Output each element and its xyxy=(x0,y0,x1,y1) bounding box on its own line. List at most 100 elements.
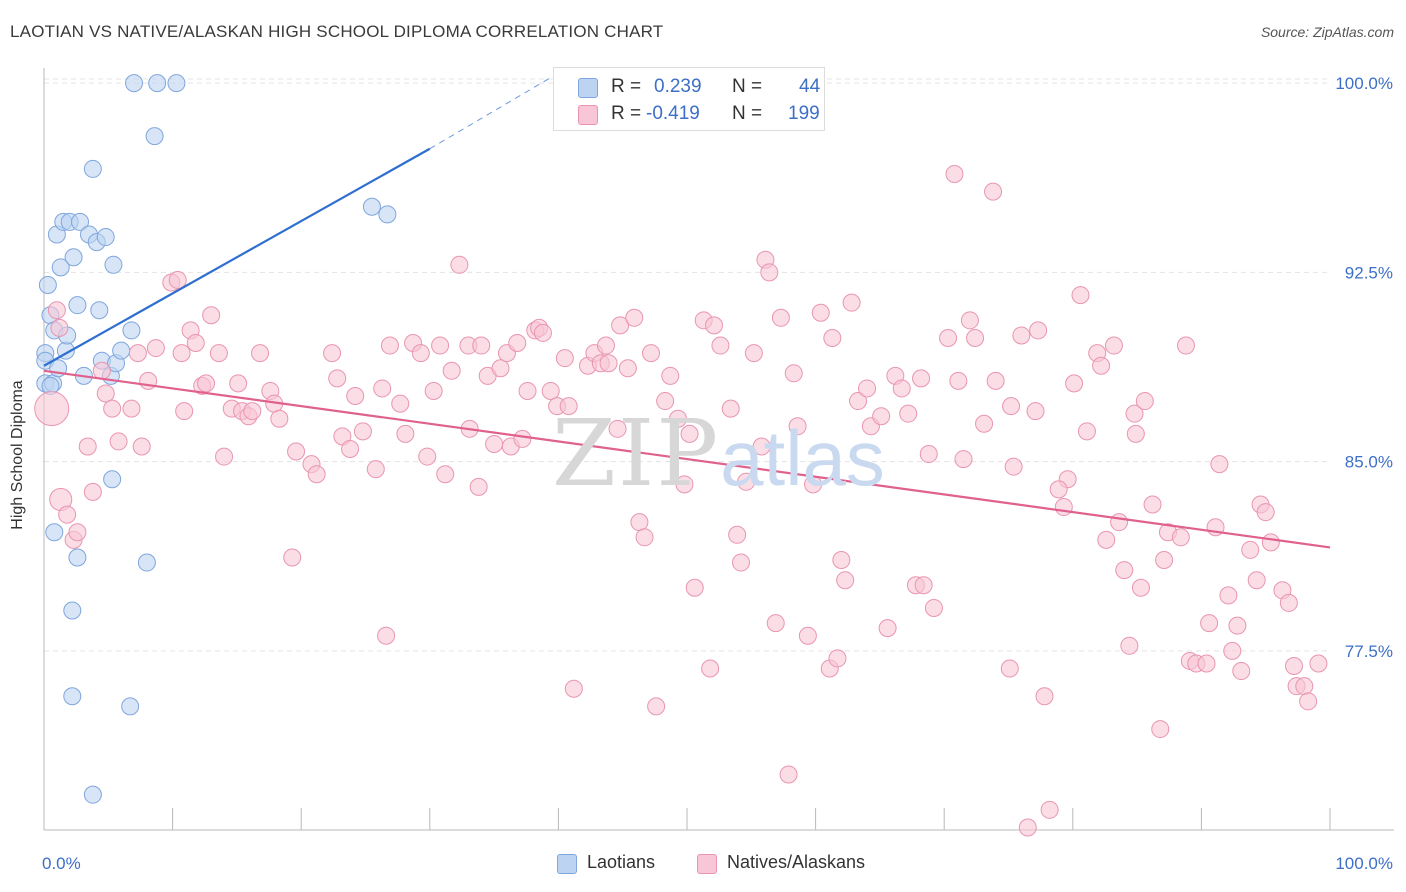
natives-point xyxy=(1197,654,1216,673)
natives-point xyxy=(1115,561,1134,580)
natives-point xyxy=(732,553,751,572)
natives-point xyxy=(647,697,666,716)
laotians-swatch xyxy=(578,78,598,98)
natives-point xyxy=(197,374,216,393)
x-tick-label: 100.0% xyxy=(1335,854,1393,873)
natives-point xyxy=(1012,326,1031,345)
natives-point xyxy=(229,374,248,393)
natives-point xyxy=(872,407,891,426)
bottom-laotians-swatch xyxy=(557,854,577,874)
natives-point xyxy=(685,578,704,597)
laotians-trend-line xyxy=(43,147,431,367)
natives-point xyxy=(109,432,128,451)
natives-point xyxy=(485,434,504,453)
natives-point xyxy=(919,445,938,464)
laotians-point xyxy=(38,275,57,294)
natives-point xyxy=(380,336,399,355)
natives-point xyxy=(1126,424,1145,443)
natives-point xyxy=(924,598,943,617)
laotians-point xyxy=(51,258,70,277)
natives-point xyxy=(744,344,763,363)
natives-trend-line xyxy=(43,369,1331,549)
natives-point xyxy=(784,364,803,383)
laotians-point xyxy=(63,601,82,620)
gridlines xyxy=(44,78,1330,652)
natives-point xyxy=(914,576,933,595)
tick-labels: 100.0% 92.5% 85.0% 77.5% 0.0% 100.0% xyxy=(42,74,1393,873)
natives-point xyxy=(1241,540,1260,559)
natives-point xyxy=(1309,654,1328,673)
natives-point xyxy=(1035,687,1054,706)
natives-point xyxy=(541,381,560,400)
natives-point xyxy=(1155,551,1174,570)
natives-point xyxy=(175,402,194,421)
natives-point xyxy=(599,354,618,373)
natives-point xyxy=(630,513,649,532)
natives-point xyxy=(424,381,443,400)
natives-point xyxy=(270,409,289,428)
laotians-point xyxy=(125,74,144,93)
natives-point xyxy=(396,424,415,443)
natives-point xyxy=(78,437,97,456)
laotians-point xyxy=(167,74,186,93)
natives-point xyxy=(172,344,191,363)
laotians-n-label: N = xyxy=(732,76,763,97)
natives-point xyxy=(243,402,262,421)
natives-point xyxy=(975,414,994,433)
natives-point xyxy=(341,440,360,458)
natives-point xyxy=(1000,659,1019,678)
natives-point xyxy=(491,359,510,378)
natives-point xyxy=(752,437,771,456)
natives-point xyxy=(721,399,740,418)
natives-point xyxy=(47,301,66,320)
natives-point xyxy=(618,359,637,378)
natives-point xyxy=(307,465,326,484)
natives-point xyxy=(811,303,830,322)
laotians-point xyxy=(45,523,64,542)
natives-point xyxy=(209,344,228,363)
natives-point xyxy=(1200,614,1219,633)
natives-point xyxy=(912,369,931,388)
natives-point xyxy=(103,399,122,418)
natives-point xyxy=(1256,503,1275,522)
natives-point xyxy=(1004,457,1023,476)
bottom-natives-swatch xyxy=(697,854,717,874)
natives-point xyxy=(202,306,221,325)
natives-point xyxy=(960,311,979,330)
correlation-legend: R = 0.239 N = 44 R = -0.419 N = 199 xyxy=(553,67,825,131)
natives-r-label: R = xyxy=(611,103,642,124)
watermark-atlas: atlas xyxy=(720,414,885,502)
natives-point xyxy=(122,399,141,418)
natives-n-value: 199 xyxy=(788,103,820,124)
bottom-natives-label: Natives/Alaskans xyxy=(727,852,866,872)
natives-point xyxy=(832,551,851,570)
natives-point xyxy=(366,460,385,479)
chart-title: LAOTIAN VS NATIVE/ALASKAN HIGH SCHOOL DI… xyxy=(10,22,664,41)
natives-point xyxy=(836,571,855,590)
natives-point xyxy=(132,437,151,456)
trend-lines xyxy=(43,72,1331,549)
natives-point xyxy=(1151,720,1170,739)
watermark: ZIPatlas xyxy=(552,400,885,507)
laotians-point xyxy=(378,205,397,224)
natives-point xyxy=(1299,692,1318,711)
natives-point xyxy=(705,316,724,335)
laotians-point xyxy=(145,127,164,146)
natives-point xyxy=(373,379,392,398)
natives-point xyxy=(828,649,847,668)
natives-point xyxy=(215,447,234,466)
natives-point xyxy=(737,472,756,491)
natives-point xyxy=(625,308,644,327)
natives-point xyxy=(1223,641,1242,660)
natives-n-label: N = xyxy=(732,103,763,124)
natives-point xyxy=(986,371,1005,390)
natives-point xyxy=(1125,404,1144,423)
natives-point xyxy=(1135,392,1154,411)
natives-swatch xyxy=(578,105,598,125)
bottom-laotians-label: Laotians xyxy=(587,852,656,872)
y-tick-label: 92.5% xyxy=(1345,263,1393,282)
laotians-point xyxy=(96,228,115,247)
laotians-point xyxy=(122,321,141,340)
natives-point xyxy=(186,334,205,353)
